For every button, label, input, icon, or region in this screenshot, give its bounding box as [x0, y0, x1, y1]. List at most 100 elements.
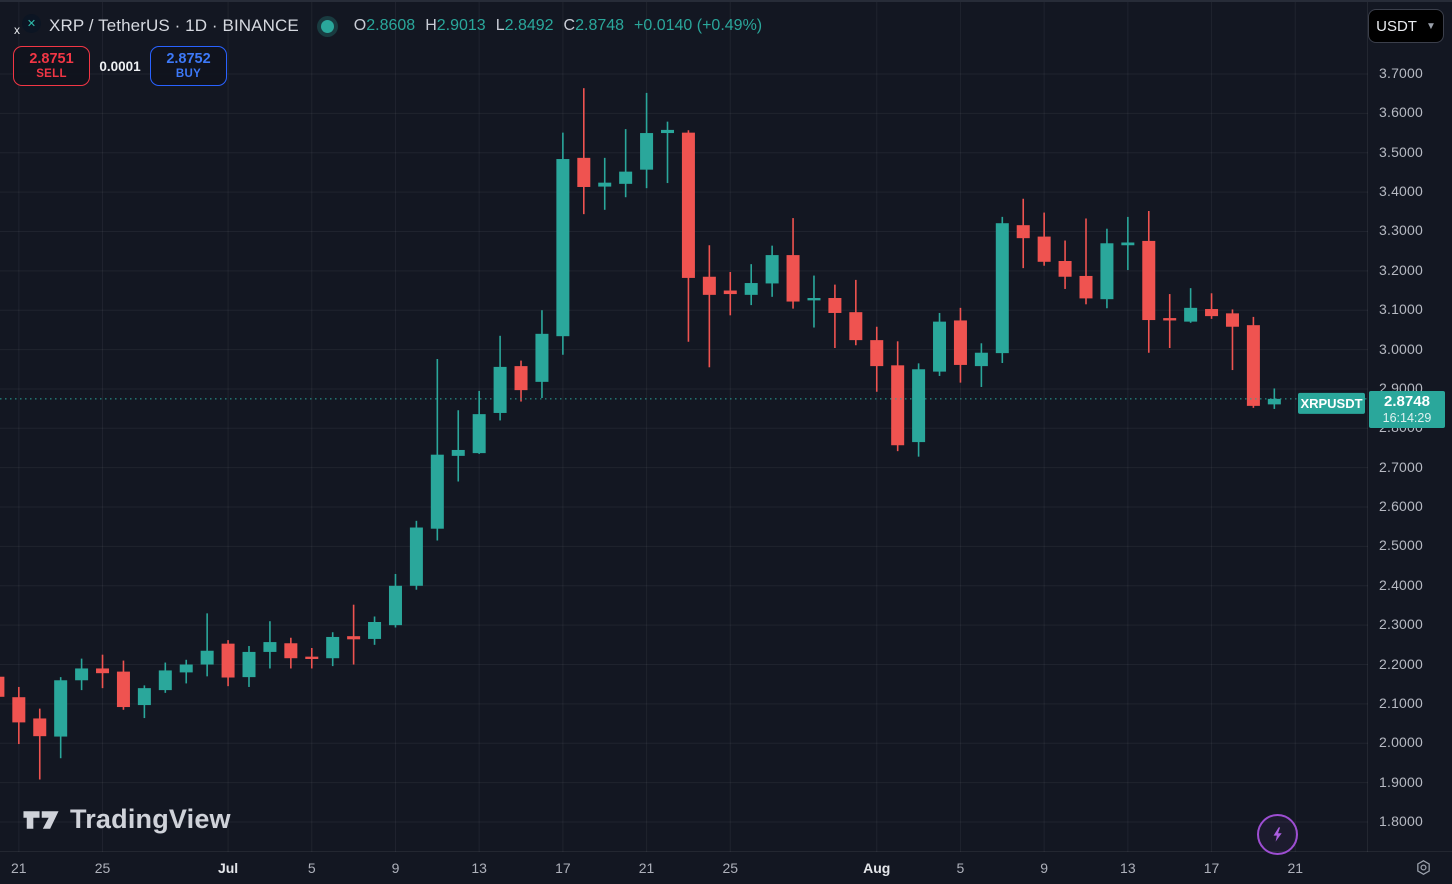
- price-tick-label: 3.2000: [1379, 261, 1424, 278]
- time-tick-label: 5: [307, 860, 316, 876]
- candle: [1163, 318, 1177, 321]
- candle: [116, 671, 130, 708]
- tradingview-logo[interactable]: TradingView: [22, 804, 231, 835]
- bar-countdown: 16:14:29: [1382, 410, 1432, 425]
- candle: [33, 718, 47, 737]
- window-top-edge: [0, 0, 1452, 2]
- candle: [640, 133, 654, 170]
- time-tick-label: Aug: [863, 860, 891, 876]
- sell-button[interactable]: 2.8751 SELL: [13, 46, 90, 86]
- candle: [974, 352, 988, 367]
- price-tick-label: 2.2000: [1379, 655, 1424, 672]
- time-tick-label: 25: [94, 860, 111, 876]
- price-tick-label: 2.1000: [1379, 694, 1424, 711]
- candle: [305, 656, 319, 660]
- time-tick-label: 17: [1203, 860, 1220, 876]
- candle: [368, 622, 382, 639]
- low-label: L: [495, 17, 505, 34]
- candle: [786, 255, 800, 302]
- price-axis[interactable]: 1.8000 1.9000 2.0000 2.1000 2.2000 2.3000 2.40…: [1367, 0, 1452, 852]
- candle: [1079, 275, 1093, 299]
- price-tick-label: 3.5000: [1379, 143, 1424, 160]
- candle: [0, 676, 5, 697]
- lightning-icon: [1273, 827, 1282, 842]
- candle: [556, 159, 570, 337]
- currency-dropdown[interactable]: USDT ▼: [1368, 9, 1444, 43]
- sell-price: 2.8751: [29, 51, 74, 68]
- low-value: 2.8492: [504, 17, 554, 34]
- current-price-value: 2.8748: [1384, 393, 1430, 411]
- candle: [723, 290, 737, 295]
- candle: [263, 642, 277, 652]
- timezone-settings-gear-icon[interactable]: [1415, 859, 1432, 881]
- symbol-legend: x ✕ XRP / TetherUS · 1D · BINANCE O2.860…: [14, 13, 762, 39]
- candle: [953, 320, 967, 365]
- time-tick-label: 9: [1040, 860, 1049, 876]
- change-value: +0.0140 (+0.49%): [634, 17, 763, 34]
- candle: [347, 636, 361, 640]
- price-tick-label: 1.9000: [1379, 773, 1424, 790]
- candle: [661, 129, 674, 134]
- close-value: 2.8748: [575, 17, 625, 34]
- buy-button[interactable]: 2.8752 BUY: [150, 46, 227, 86]
- price-line-symbol-tag-text: XRPUSDT: [1300, 396, 1362, 411]
- trade-widget: 2.8751 SELL 0.0001 2.8752 BUY: [13, 46, 227, 86]
- symbol-logo-letter: x: [14, 23, 20, 37]
- price-tick-label: 2.4000: [1379, 576, 1424, 593]
- candle: [493, 366, 507, 413]
- candle: [96, 668, 110, 674]
- price-tick-label: 2.0000: [1379, 734, 1424, 751]
- candle: [430, 454, 444, 529]
- candle: [1121, 242, 1135, 246]
- candle: [870, 340, 884, 367]
- candle: [326, 636, 340, 659]
- candle: [388, 585, 402, 626]
- candle: [1267, 398, 1281, 405]
- price-tick-label: 3.1000: [1379, 301, 1424, 318]
- candle: [242, 651, 256, 678]
- candle: [75, 668, 89, 681]
- time-tick-label: 21: [1287, 860, 1304, 876]
- price-tick-label: 3.3000: [1379, 222, 1424, 239]
- time-tick-label: 21: [638, 860, 655, 876]
- candle: [1184, 307, 1198, 322]
- candle: [200, 650, 214, 665]
- close-label: C: [563, 17, 576, 34]
- candle: [598, 182, 612, 187]
- candle: [409, 527, 423, 586]
- candle: [1100, 243, 1114, 300]
- ohlc-values: O2.8608 H2.9013 L2.8492 C2.8748 +0.0140 …: [354, 17, 762, 35]
- candle: [514, 366, 528, 391]
- candle: [221, 643, 235, 678]
- candle: [1246, 325, 1260, 406]
- candle: [807, 298, 821, 301]
- symbol-title[interactable]: XRP / TetherUS · 1D · BINANCE: [49, 16, 299, 35]
- candle: [472, 414, 486, 454]
- candle: [849, 312, 863, 341]
- current-price-axis-label: 2.8748 16:14:29: [1369, 391, 1445, 428]
- candle: [1058, 260, 1072, 277]
- symbol-logo-icon: x ✕: [14, 14, 42, 38]
- time-axis[interactable]: 21 25 Jul 5 9 13 17 21 25 Aug 5 9 13 17 21: [0, 851, 1452, 884]
- candle: [1016, 225, 1030, 239]
- candle: [54, 680, 68, 737]
- candle: [1037, 236, 1051, 262]
- candle: [577, 157, 591, 187]
- price-tick-label: 3.4000: [1379, 183, 1424, 200]
- time-tick-label: 13: [1120, 860, 1136, 876]
- candle: [451, 449, 465, 456]
- tradingview-logo-icon: [23, 810, 59, 829]
- boost-button[interactable]: [1257, 814, 1298, 855]
- price-tick-label: 2.3000: [1379, 616, 1424, 633]
- market-status-dot-icon[interactable]: [320, 19, 334, 33]
- candle: [933, 321, 947, 372]
- candle: [1225, 313, 1239, 327]
- price-tick-label: 3.7000: [1379, 65, 1424, 81]
- open-label: O: [353, 17, 367, 34]
- time-tick-label: 13: [471, 860, 487, 876]
- tradingview-wordmark: TradingView: [70, 804, 231, 834]
- candle: [137, 688, 151, 706]
- candle: [284, 643, 298, 659]
